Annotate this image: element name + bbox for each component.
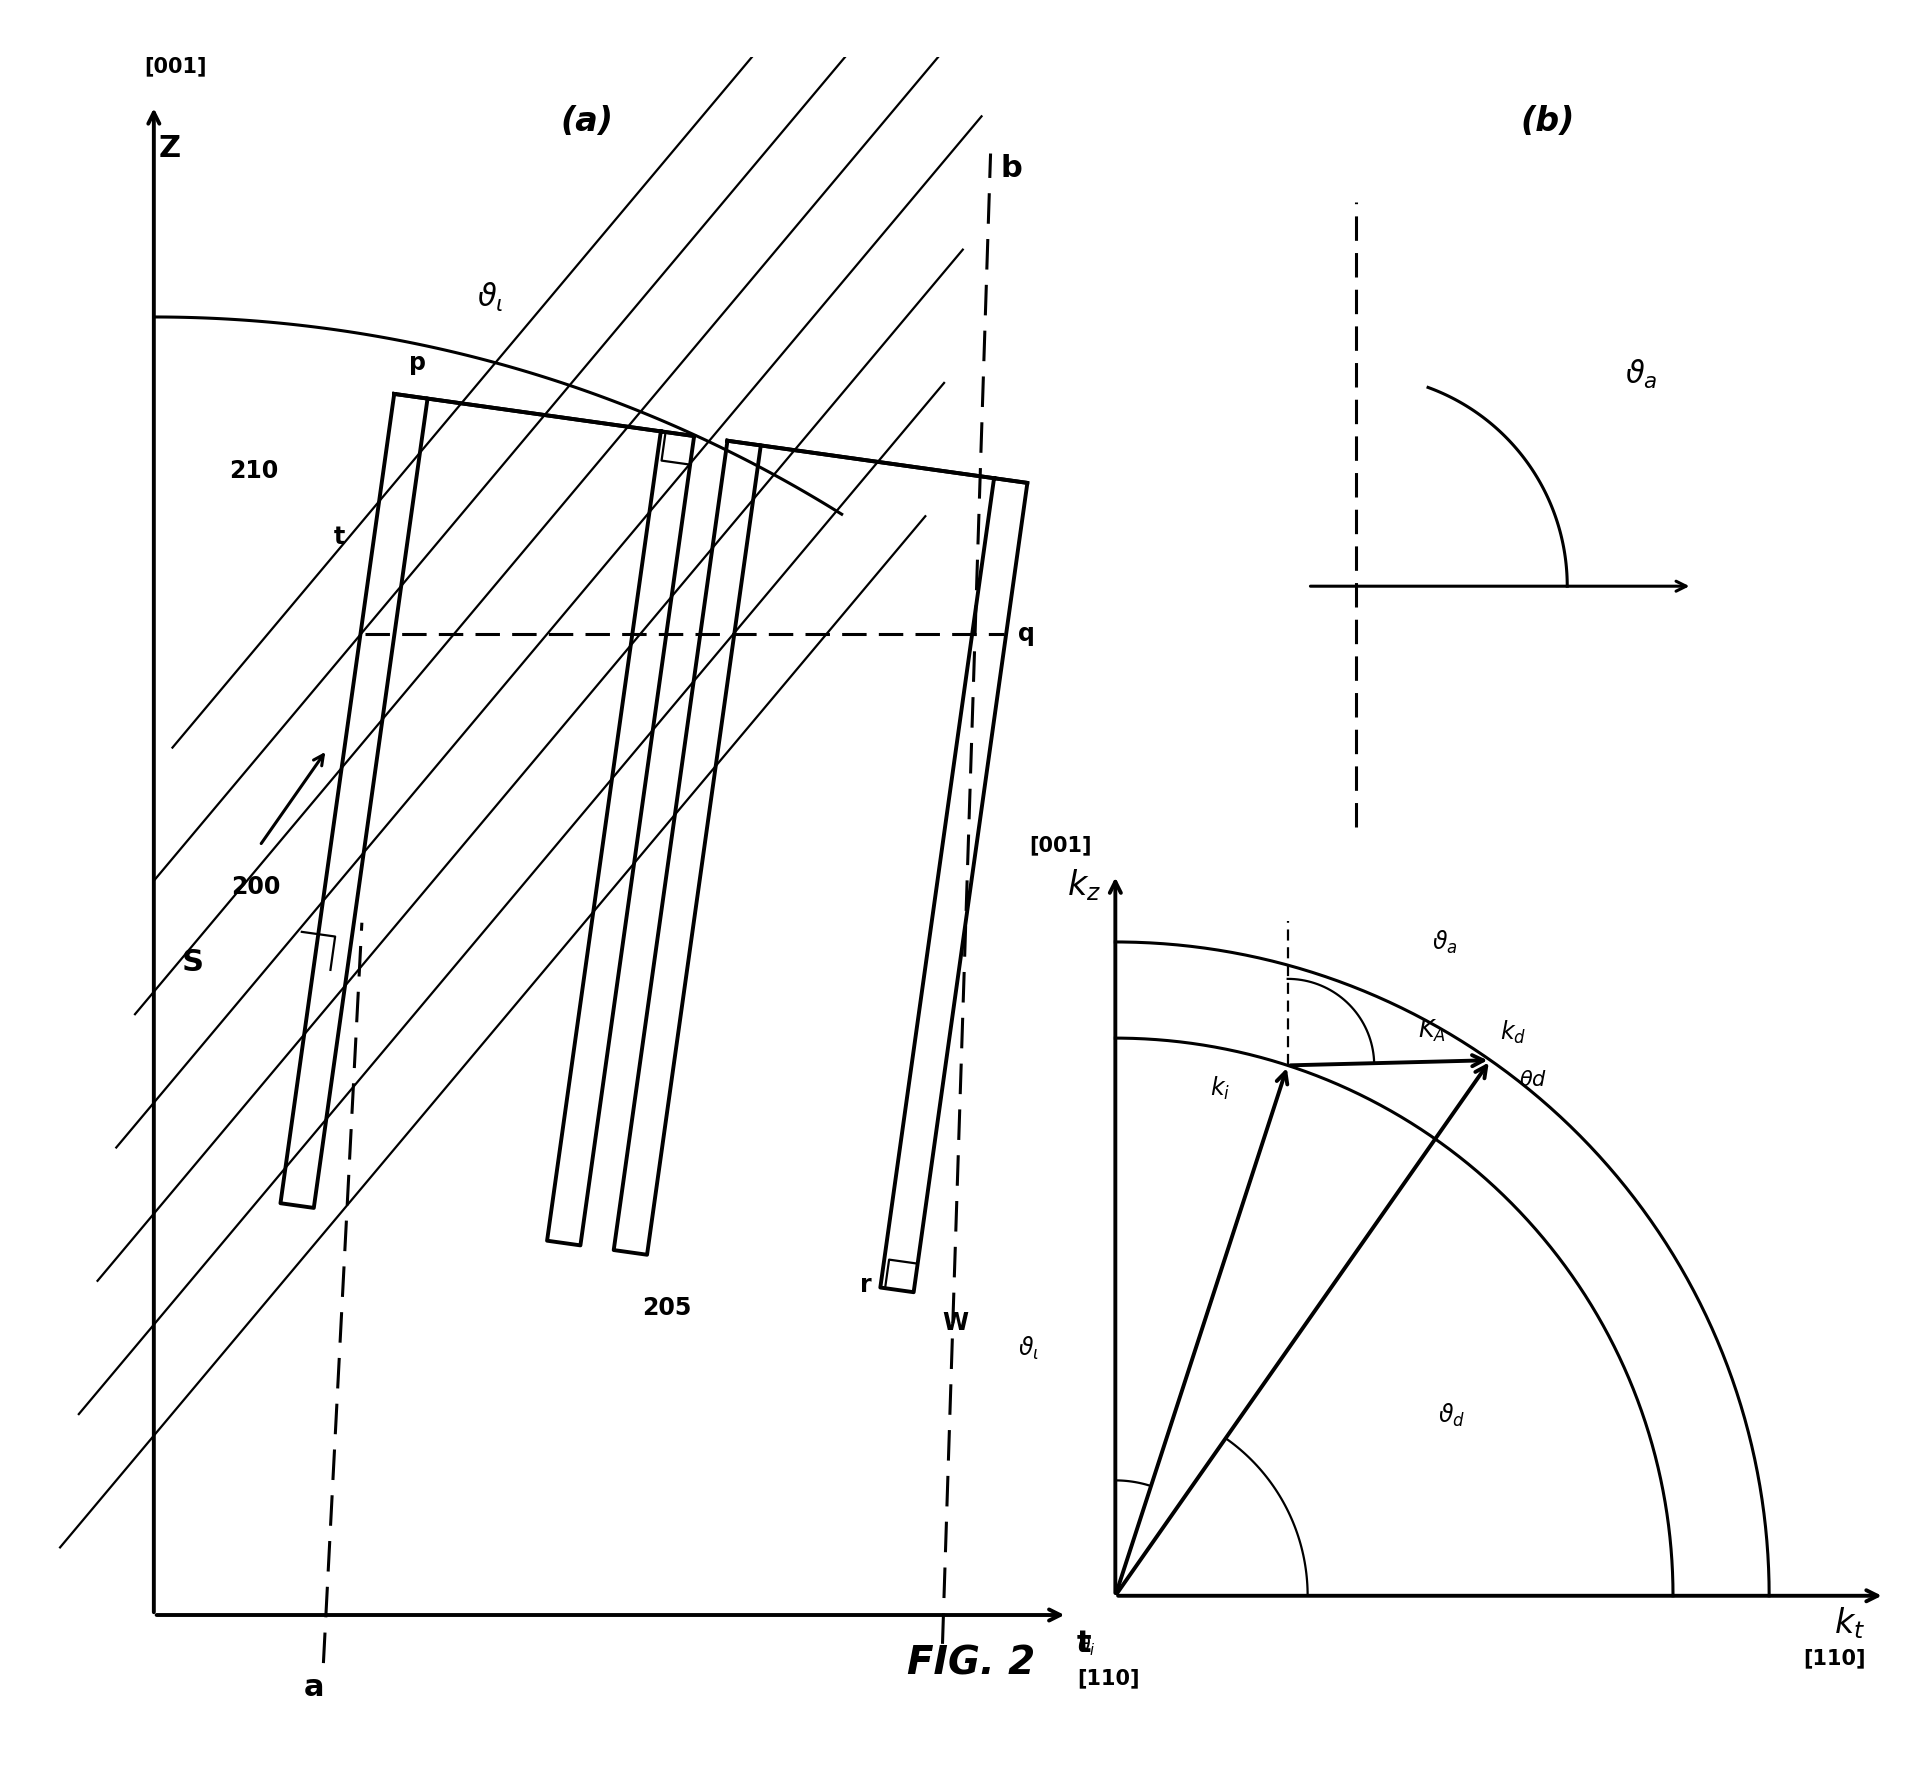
Text: $k_i$: $k_i$ [1210, 1075, 1231, 1101]
Text: t: t [335, 525, 346, 548]
Text: (a): (a) [560, 105, 613, 139]
Text: b: b [1000, 154, 1021, 182]
Text: $\vartheta_a$: $\vartheta_a$ [1433, 928, 1458, 957]
Text: $\vartheta_d$: $\vartheta_d$ [1438, 1401, 1465, 1430]
Text: 210: 210 [229, 459, 279, 482]
Text: $\theta_i$: $\theta_i$ [1077, 1635, 1096, 1658]
Text: $K_A$: $K_A$ [1417, 1017, 1446, 1044]
Text: $\theta d$: $\theta d$ [1519, 1069, 1548, 1091]
Text: [001]: [001] [1029, 835, 1092, 855]
Text: $\vartheta_\iota$: $\vartheta_\iota$ [1019, 1335, 1038, 1362]
Text: $k_t$: $k_t$ [1835, 1605, 1865, 1640]
Text: Z: Z [158, 134, 181, 162]
Text: p: p [408, 350, 425, 375]
Text: $k_d$: $k_d$ [1500, 1019, 1527, 1046]
Text: t: t [1077, 1630, 1092, 1658]
Text: $\vartheta_\iota$: $\vartheta_\iota$ [477, 282, 504, 314]
Text: [110]: [110] [1077, 1667, 1140, 1689]
Text: a: a [304, 1673, 325, 1701]
Text: 200: 200 [231, 875, 281, 898]
Text: [110]: [110] [1802, 1649, 1865, 1669]
Text: S: S [181, 948, 204, 978]
Text: W: W [942, 1312, 969, 1335]
Text: 205: 205 [642, 1296, 692, 1319]
Text: $k_z$: $k_z$ [1067, 868, 1102, 903]
Text: [001]: [001] [144, 57, 208, 77]
Text: q: q [1017, 623, 1035, 646]
Text: FIG. 2: FIG. 2 [908, 1644, 1035, 1681]
Text: (b): (b) [1521, 105, 1575, 139]
Text: r: r [860, 1273, 871, 1298]
Text: $\vartheta_a$: $\vartheta_a$ [1625, 359, 1658, 391]
